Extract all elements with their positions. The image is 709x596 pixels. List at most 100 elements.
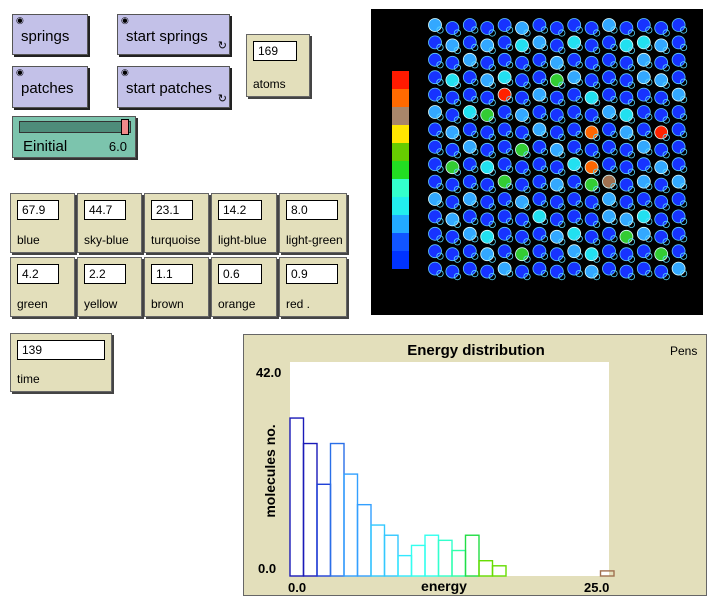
molecule <box>654 38 669 53</box>
spring-link <box>627 116 635 124</box>
molecule <box>532 122 547 137</box>
y-axis-label: molecules no. <box>262 424 278 517</box>
molecule <box>567 139 582 154</box>
observer-icon: ◉ <box>16 67 24 77</box>
molecule <box>567 70 582 85</box>
spring-link <box>610 96 618 104</box>
molecule <box>636 70 651 85</box>
spring-link <box>679 130 688 139</box>
start-patches-button[interactable]: ◉ start patches ↻ <box>117 66 230 108</box>
spring-link <box>662 29 670 37</box>
monitor-label: red . <box>286 297 311 311</box>
slider-track[interactable] <box>19 121 131 133</box>
energy-distribution-plot: Energy distribution Pens 42.0 0.0 0.0 25… <box>243 334 707 596</box>
spring-link <box>523 81 531 89</box>
molecule <box>636 139 651 154</box>
molecule <box>462 209 477 224</box>
molecule <box>549 21 564 35</box>
legend-color-swatch <box>392 197 409 215</box>
spring-link <box>471 26 479 34</box>
world-view[interactable] <box>371 9 703 315</box>
molecule <box>619 108 634 122</box>
molecule <box>428 18 442 32</box>
molecule <box>480 21 495 35</box>
pens-label[interactable]: Pens <box>670 344 697 358</box>
start-springs-button[interactable]: ◉ start springs ↻ <box>117 14 230 55</box>
molecule <box>480 55 495 70</box>
spring-link <box>540 78 548 86</box>
molecule <box>480 73 495 88</box>
legend-color-swatch <box>392 233 409 251</box>
einitial-slider[interactable]: Einitial 6.0 <box>12 116 136 158</box>
spring-link <box>523 168 531 176</box>
molecule <box>480 108 495 122</box>
molecule <box>462 261 477 276</box>
spring-link <box>558 29 566 37</box>
molecule <box>480 160 495 175</box>
molecule <box>549 55 564 70</box>
spring-link <box>679 200 688 208</box>
spring-link <box>471 183 479 191</box>
spring-link <box>645 130 653 139</box>
monitor-value: 23.1 <box>151 200 193 220</box>
spring-link <box>662 81 670 89</box>
spring-link <box>645 252 653 260</box>
atoms-label: atoms <box>253 77 286 91</box>
molecule <box>480 247 495 262</box>
molecule <box>532 35 547 50</box>
x-axis-label: energy <box>421 578 467 594</box>
molecule <box>549 73 564 88</box>
molecule <box>602 244 616 259</box>
spring-link <box>679 183 688 191</box>
spring-link <box>488 168 496 176</box>
molecule <box>567 105 582 119</box>
spring-link <box>610 269 618 278</box>
slider-handle[interactable] <box>121 119 129 135</box>
atoms-monitor: 169 atoms <box>246 34 310 97</box>
molecule <box>671 139 686 154</box>
histogram-bar <box>599 570 615 577</box>
spring-link <box>471 130 479 139</box>
observer-icon: ◉ <box>121 15 129 25</box>
slider-value: 6.0 <box>108 139 127 154</box>
molecule <box>636 35 651 50</box>
molecule <box>532 52 547 67</box>
spring-link <box>558 133 566 141</box>
molecule <box>671 70 686 85</box>
forever-icon: ↻ <box>217 40 227 52</box>
molecule <box>462 157 477 172</box>
molecule <box>445 73 460 88</box>
molecule <box>602 139 616 154</box>
molecule <box>654 195 669 209</box>
molecule <box>532 244 547 259</box>
spring-link <box>436 130 444 139</box>
spring-link <box>558 81 566 89</box>
monitor-label: sky-blue <box>84 233 129 247</box>
spring-link <box>540 165 548 173</box>
patches-button[interactable]: ◉ patches <box>12 66 88 108</box>
y-axis-min-label: 0.0 <box>258 561 276 576</box>
molecule <box>654 90 669 105</box>
molecule <box>445 212 460 227</box>
molecule <box>636 244 651 259</box>
spring-link <box>645 96 653 104</box>
monitor-label: blue <box>17 233 40 247</box>
spring-link <box>453 46 462 55</box>
spring-link <box>679 78 688 86</box>
molecule <box>671 244 686 259</box>
spring-link <box>558 220 566 228</box>
monitor-light-blue: 14.2 light-blue <box>211 193 277 253</box>
molecule <box>671 18 686 32</box>
molecule <box>497 174 512 189</box>
spring-link <box>593 81 601 89</box>
spring-link <box>436 217 444 225</box>
legend-color-swatch <box>392 89 409 107</box>
spring-link <box>436 26 444 34</box>
springs-button[interactable]: ◉ springs <box>12 14 88 55</box>
molecule <box>428 139 442 154</box>
spring-link <box>593 151 601 159</box>
spring-link <box>558 151 566 159</box>
spring-link <box>662 99 670 107</box>
molecule <box>532 209 547 224</box>
monitor-value: 0.6 <box>218 264 262 284</box>
